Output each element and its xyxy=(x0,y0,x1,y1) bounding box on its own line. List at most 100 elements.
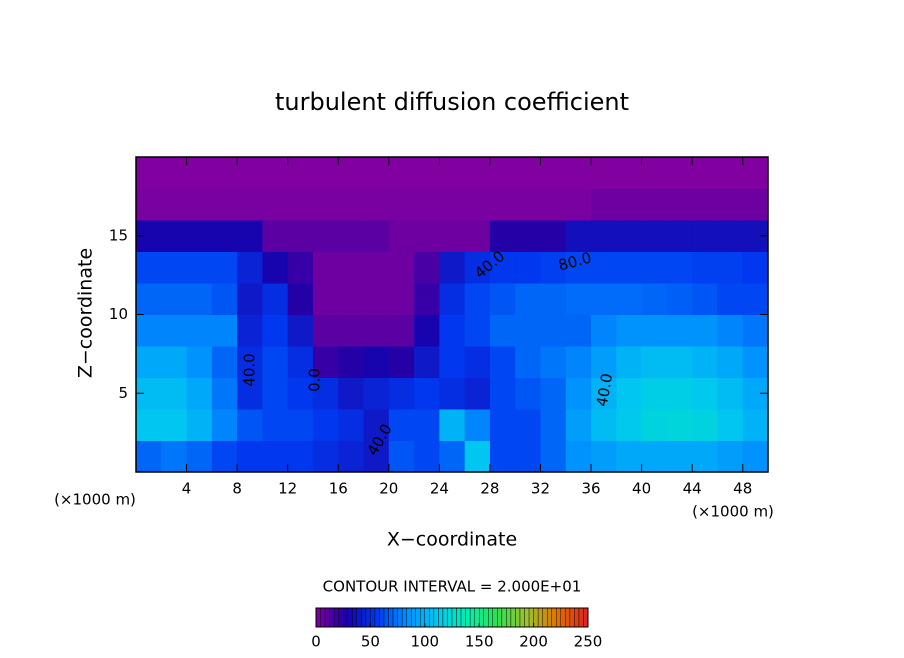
field-cell xyxy=(565,314,592,347)
field-cell xyxy=(363,314,390,347)
colorbar-swatch xyxy=(401,607,407,628)
field-cell xyxy=(312,314,339,347)
field-cell xyxy=(616,314,643,347)
field-cell xyxy=(388,377,415,410)
field-cell xyxy=(186,283,213,315)
colorbar-swatch xyxy=(315,607,321,628)
field-cell xyxy=(237,283,263,315)
contour-interval: CONTOUR INTERVAL = 2.000E+01 xyxy=(323,578,582,596)
field-cell xyxy=(540,346,567,378)
field-cell xyxy=(186,346,213,378)
field-cell xyxy=(717,440,744,473)
field-cell xyxy=(237,220,263,252)
colorbar-swatch xyxy=(442,607,448,628)
field-cell xyxy=(161,314,188,347)
field-cell xyxy=(414,409,440,441)
field-cell xyxy=(464,314,491,347)
colorbar-tick-label: 50 xyxy=(361,633,380,651)
field-cell xyxy=(287,314,314,347)
field-cell xyxy=(186,251,213,284)
field-cell xyxy=(692,409,718,441)
field-cell xyxy=(616,157,643,189)
field-cell xyxy=(338,409,365,441)
colorbar-swatch xyxy=(370,607,376,628)
field-cell xyxy=(692,220,718,252)
field-cell xyxy=(666,283,693,315)
field-cell xyxy=(489,220,516,252)
field-cell xyxy=(565,188,592,221)
colorbar-swatch xyxy=(542,607,548,628)
field-cell xyxy=(616,220,643,252)
field-cell xyxy=(186,220,213,252)
field-cell xyxy=(540,220,567,252)
field-cell xyxy=(186,440,213,473)
field-cell xyxy=(616,188,643,221)
field-cell xyxy=(237,157,263,189)
field-cell xyxy=(515,188,541,221)
colorbar-swatch xyxy=(424,607,430,628)
field-cell xyxy=(641,283,668,315)
field-cell xyxy=(666,251,693,284)
colorbar-swatch xyxy=(479,607,484,628)
field-cell xyxy=(237,440,263,473)
colorbar-swatch xyxy=(465,607,471,628)
field-cell xyxy=(136,283,162,315)
field-cell xyxy=(616,409,643,441)
field-cell xyxy=(641,314,668,347)
field-cell xyxy=(262,409,289,441)
field-cell xyxy=(489,440,516,473)
colorbar-swatch xyxy=(460,607,466,628)
field-cell xyxy=(742,283,769,315)
field-cell xyxy=(312,220,339,252)
field-cell xyxy=(186,314,213,347)
colorbar-swatch xyxy=(352,607,357,628)
field-cell xyxy=(439,157,466,189)
field-cell xyxy=(641,188,668,221)
x-tick-label: 36 xyxy=(581,480,600,498)
field-cell xyxy=(565,409,592,441)
field-cell xyxy=(515,346,541,378)
field-cell xyxy=(211,377,238,410)
x-tick-label: 44 xyxy=(683,480,702,498)
field-cell xyxy=(692,346,718,378)
field-cell xyxy=(363,251,390,284)
field-cell xyxy=(363,283,390,315)
field-cell xyxy=(692,377,718,410)
field-cell xyxy=(742,188,769,221)
field-cell xyxy=(489,314,516,347)
field-cell xyxy=(287,440,314,473)
field-cell xyxy=(136,157,162,189)
field-cell xyxy=(338,188,365,221)
field-cell xyxy=(641,346,668,378)
field-cell xyxy=(591,220,617,252)
field-cell xyxy=(565,251,592,284)
colorbar-swatch xyxy=(515,607,521,628)
x-tick-label: 32 xyxy=(531,480,550,498)
field-cell xyxy=(515,377,541,410)
field-cell xyxy=(489,157,516,189)
field-cell xyxy=(237,314,263,347)
field-cell xyxy=(616,440,643,473)
field-cell xyxy=(540,377,567,410)
field-cell xyxy=(489,346,516,378)
field-cell xyxy=(161,220,188,252)
colorbar-swatch xyxy=(388,607,394,628)
field-cell xyxy=(186,157,213,189)
y-axis-label: Z−coordinate xyxy=(75,248,97,378)
field-cell xyxy=(692,283,718,315)
colorbar-swatch xyxy=(578,607,584,628)
field-cell xyxy=(338,346,365,378)
field-cell xyxy=(666,440,693,473)
field-cell xyxy=(692,314,718,347)
field-cell xyxy=(464,440,491,473)
colorbar-tick-label: 250 xyxy=(574,633,603,651)
field-cell xyxy=(186,377,213,410)
field-cell xyxy=(742,314,769,347)
field-cell xyxy=(262,220,289,252)
field-cell xyxy=(591,440,617,473)
field-cell xyxy=(388,314,415,347)
field-cell xyxy=(161,283,188,315)
field-cell xyxy=(312,440,339,473)
field-cell xyxy=(363,377,390,410)
field-cell xyxy=(515,157,541,189)
